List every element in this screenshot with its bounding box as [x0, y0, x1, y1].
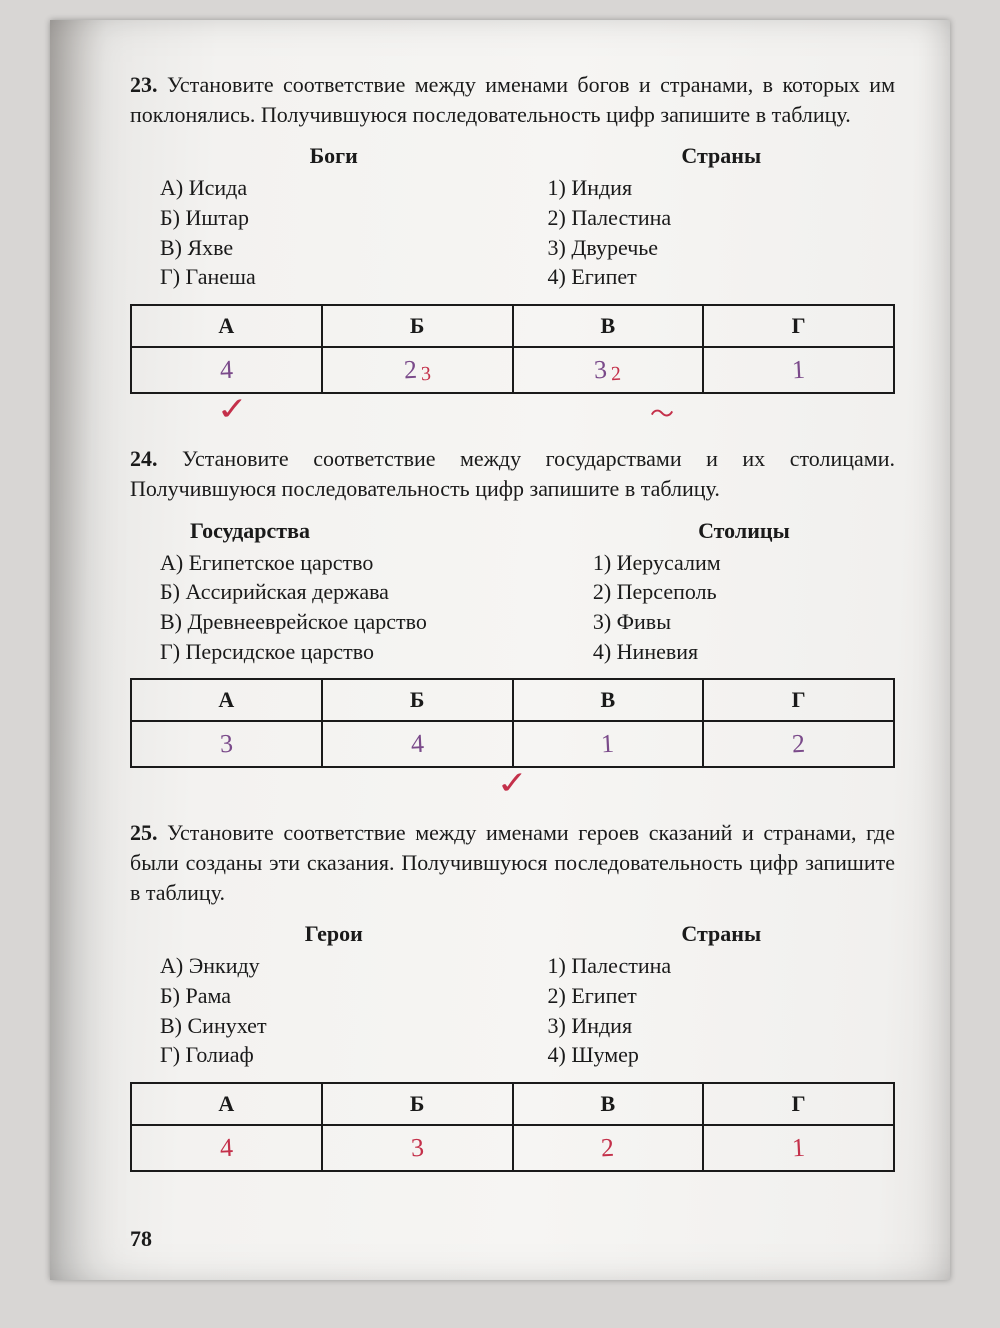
col-a: А — [131, 305, 322, 347]
checkmark-icon: ✓ — [215, 391, 251, 429]
task-text: Установите соответствие между именами бо… — [130, 72, 895, 127]
task-24: 24. Установите соответствие между госуда… — [130, 444, 895, 798]
task-25-prompt: 25. Установите соответствие между именам… — [130, 818, 895, 907]
heroes-list: А) Энкиду Б) Рама В) Синухет Г) Голиаф — [160, 951, 508, 1070]
answer-cell: 4 — [131, 347, 322, 393]
answer-cell: 4 — [131, 1125, 322, 1171]
page-number: 78 — [130, 1226, 152, 1252]
table-answer-row: 4 3 2 1 — [131, 1125, 894, 1171]
gods-list: А) Исида Б) Иштар В) Яхве Г) Ганеша — [160, 173, 508, 292]
task-23-marks: ✓ ～ — [130, 398, 895, 424]
states-header: Государства — [160, 518, 553, 544]
col-a: А — [131, 679, 322, 721]
capitals-list: 1) Иерусалим 2) Персеполь 3) Фивы 4) Нин… — [593, 548, 895, 667]
heroes-header: Герои — [160, 921, 508, 947]
col-g: Г — [703, 679, 894, 721]
answer-cell: 1 — [703, 347, 894, 393]
capitals-header: Столицы — [593, 518, 895, 544]
col-g: Г — [703, 305, 894, 347]
answer-cell: 3 — [322, 1125, 513, 1171]
task-25: 25. Установите соответствие между именам… — [130, 818, 895, 1172]
task-23: 23. Установите соответствие между именам… — [130, 70, 895, 424]
answer-cell: 3 — [131, 721, 322, 767]
workbook-page: 23. Установите соответствие между именам… — [50, 20, 950, 1280]
task-23-answer-table: А Б В Г 4 23 32 1 — [130, 304, 895, 394]
task-23-options: Боги А) Исида Б) Иштар В) Яхве Г) Ганеша… — [160, 143, 895, 292]
answer-cell: 1 — [703, 1125, 894, 1171]
checkmark-icon: ✓ — [495, 765, 531, 803]
capitals-column: Столицы 1) Иерусалим 2) Персеполь 3) Фив… — [593, 518, 895, 667]
countries25-list: 1) Палестина 2) Египет 3) Индия 4) Шумер — [548, 951, 896, 1070]
col-v: В — [513, 1083, 704, 1125]
table-header-row: А Б В Г — [131, 1083, 894, 1125]
gods-header: Боги — [160, 143, 508, 169]
task-24-marks: ✓ — [130, 772, 895, 798]
countries-header: Страны — [548, 143, 896, 169]
task-24-options: Государства А) Египетское царство Б) Асс… — [160, 518, 895, 667]
table-header-row: А Б В Г — [131, 679, 894, 721]
task-25-answer-table: А Б В Г 4 3 2 1 — [130, 1082, 895, 1172]
task-text: Установите соответствие между государств… — [130, 446, 895, 501]
answer-cell: 32 — [513, 347, 704, 393]
col-v: В — [513, 305, 704, 347]
gods-column: Боги А) Исида Б) Иштар В) Яхве Г) Ганеша — [160, 143, 508, 292]
countries25-header: Страны — [548, 921, 896, 947]
answer-cell: 2 — [703, 721, 894, 767]
task-25-options: Герои А) Энкиду Б) Рама В) Синухет Г) Го… — [160, 921, 895, 1070]
task-number: 24. — [130, 446, 158, 471]
answer-cell: 23 — [322, 347, 513, 393]
task-23-prompt: 23. Установите соответствие между именам… — [130, 70, 895, 129]
col-a: А — [131, 1083, 322, 1125]
countries-column: Страны 1) Индия 2) Палестина 3) Двуречье… — [548, 143, 896, 292]
col-b: Б — [322, 679, 513, 721]
countries25-column: Страны 1) Палестина 2) Египет 3) Индия 4… — [548, 921, 896, 1070]
answer-cell: 4 — [322, 721, 513, 767]
col-b: Б — [322, 305, 513, 347]
col-v: В — [513, 679, 704, 721]
table-answer-row: 4 23 32 1 — [131, 347, 894, 393]
task-number: 23. — [130, 72, 158, 97]
task-number: 25. — [130, 820, 158, 845]
squiggle-icon: ～ — [650, 394, 674, 429]
heroes-column: Герои А) Энкиду Б) Рама В) Синухет Г) Го… — [160, 921, 508, 1070]
countries-list: 1) Индия 2) Палестина 3) Двуречье 4) Еги… — [548, 173, 896, 292]
states-list: А) Египетское царство Б) Ассирийская дер… — [160, 548, 553, 667]
task-24-answer-table: А Б В Г 3 4 1 2 — [130, 678, 895, 768]
table-answer-row: 3 4 1 2 — [131, 721, 894, 767]
task-text: Установите соответствие между именами ге… — [130, 820, 895, 904]
col-b: Б — [322, 1083, 513, 1125]
task-24-prompt: 24. Установите соответствие между госуда… — [130, 444, 895, 503]
table-header-row: А Б В Г — [131, 305, 894, 347]
answer-cell: 1 — [513, 721, 704, 767]
answer-cell: 2 — [513, 1125, 704, 1171]
col-g: Г — [703, 1083, 894, 1125]
states-column: Государства А) Египетское царство Б) Асс… — [160, 518, 553, 667]
